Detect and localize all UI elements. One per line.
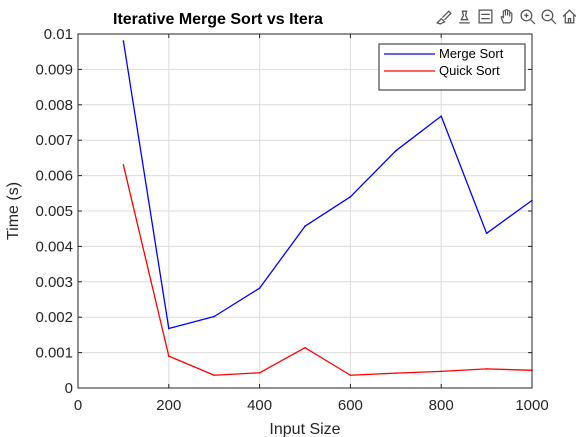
data-point-merge-sort [213,315,215,318]
y-tick-label: 0.007 [35,132,73,149]
data-point-quick-sort [440,370,443,373]
y-tick-label: 0.001 [35,345,73,362]
y-tick-label: 0.008 [35,97,73,114]
legend-box [378,43,526,91]
data-point-quick-sort [213,374,215,377]
data-point-merge-sort [168,327,170,330]
brush-icon[interactable] [434,5,453,27]
data-point-quick-sort [304,346,306,349]
data-point-quick-sort [258,371,261,374]
y-tick-label: 0.004 [35,238,73,255]
series-line-quick-sort [122,164,533,376]
data-point-quick-sort [122,164,125,166]
data-point-quick-sort [485,368,488,370]
x-tick-label: 1000 [515,397,548,414]
data-point-merge-sort [349,196,352,198]
data-point-quick-sort [395,372,397,374]
chart-title: Iterative Merge Sort vs Itera [113,11,323,28]
data-point-quick-sort [168,355,170,357]
legend[interactable]: Merge Sort Quick Sort [378,43,526,91]
y-axis-label: Time (s) [5,182,22,240]
legend-label-merge-sort: Merge Sort [439,46,504,61]
y-tick-label: 0.01 [44,26,73,43]
x-axis-label: Input Size [269,421,340,437]
y-tick-label: 0 [65,380,73,397]
ticks: 0 200 400 600 800 1000 0 0.001 0.002 0.003 0.004 0.… [35,26,548,414]
data-point-merge-sort [440,115,443,117]
y-tick-label: 0.005 [35,203,73,220]
zoom-out-icon[interactable] [539,5,558,27]
data-point-merge-sort [485,232,488,235]
x-tick-label: 0 [74,397,82,414]
home-icon[interactable] [560,5,579,27]
x-tick-label: 400 [247,397,272,414]
axes-toolbar [434,4,579,28]
data-point-quick-sort [349,374,352,377]
y-tick-label: 0.009 [35,61,73,78]
pan-icon[interactable] [497,5,516,27]
x-tick-label: 200 [156,397,181,414]
data-point-merge-sort [304,225,306,228]
y-tick-label: 0.002 [35,309,73,326]
x-tick-label: 600 [338,397,363,414]
data-point-merge-sort [258,287,261,289]
x-tick-label: 800 [429,397,454,414]
zoom-in-icon[interactable] [518,5,537,27]
series-line-merge-sort [122,40,533,330]
data-point-merge-sort [395,150,397,152]
y-tick-label: 0.003 [35,274,73,291]
series-layer [122,40,533,377]
legend-label-quick-sort: Quick Sort [439,63,500,78]
data-tips-icon[interactable] [455,5,474,27]
grid [77,33,533,389]
data-point-merge-sort [122,40,125,42]
legend-icon[interactable] [476,5,495,27]
y-tick-label: 0.006 [35,168,73,185]
